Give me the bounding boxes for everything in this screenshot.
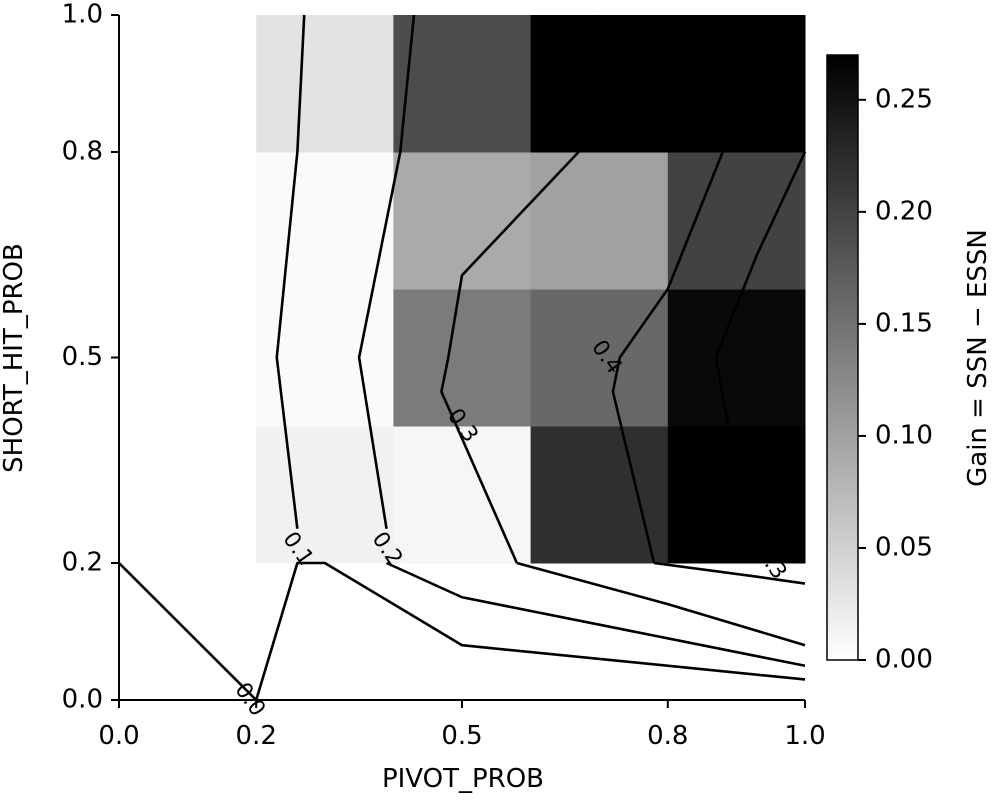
y-tick-label: 0.2 <box>62 548 103 578</box>
x-tick-label: 0.0 <box>98 721 139 751</box>
colorbar-tick-label: 0.15 <box>875 308 933 338</box>
heatmap-cell <box>256 289 394 427</box>
y-tick-label: 1.0 <box>62 0 103 30</box>
colorbar: 0.00 0.05 0.10 0.15 0.20 0.25 <box>826 54 933 675</box>
heatmap-cell <box>256 426 394 564</box>
heatmap-cells <box>256 15 806 564</box>
x-tick-label: 0.5 <box>441 721 482 751</box>
heatmap-cell <box>530 15 669 153</box>
heatmap-cell <box>530 426 669 564</box>
colorbar-tick-label: 0.10 <box>875 420 933 450</box>
heatmap-cell <box>530 289 669 427</box>
contour-line <box>611 14 738 564</box>
contour-line <box>386 561 806 668</box>
x-tick-label: 0.2 <box>236 721 277 751</box>
heatmap-cell <box>393 289 532 427</box>
y-tick-label: 0.8 <box>62 137 103 167</box>
colorbar-tick-label: 0.25 <box>875 84 933 114</box>
contour-line <box>254 561 806 701</box>
contour-line <box>357 14 416 529</box>
heatmap-cell <box>256 152 394 290</box>
heatmap-cell <box>530 152 669 290</box>
axes: 0.0 0.2 0.5 0.8 1.0 0.0 0.2 0.5 0.8 1.0 <box>62 0 826 751</box>
heatmap-cell <box>667 426 806 564</box>
colorbar-tick-label: 0.00 <box>875 645 933 675</box>
x-tick-label: 1.0 <box>784 721 825 751</box>
y-axis-title: SHORT_HIT_PROB <box>0 243 29 473</box>
contour-line <box>275 14 306 529</box>
heatmap-cell <box>667 289 806 427</box>
contour-line <box>653 561 806 585</box>
y-tick-label: 0.0 <box>62 685 103 715</box>
y-tick-label: 0.5 <box>62 342 103 372</box>
contour-lines <box>118 14 807 701</box>
x-axis-title: PIVOT_PROB <box>382 764 544 794</box>
heatmap-cell <box>256 15 394 153</box>
colorbar-gradient <box>826 54 859 661</box>
colorbar-tick-label: 0.05 <box>875 532 933 562</box>
heatmap-cell <box>667 15 806 153</box>
colorbar-tick-label: 0.20 <box>875 196 933 226</box>
heatmap-cell <box>393 152 532 290</box>
contour-line <box>118 562 258 701</box>
heatmap-cell <box>667 152 806 290</box>
contour-line <box>440 14 601 564</box>
contour-line <box>714 151 807 434</box>
colorbar-title: Gain = SSN − ESSN <box>963 229 993 487</box>
contour-line <box>516 561 806 647</box>
heatmap-cell <box>393 15 532 153</box>
x-tick-label: 0.8 <box>647 721 688 751</box>
